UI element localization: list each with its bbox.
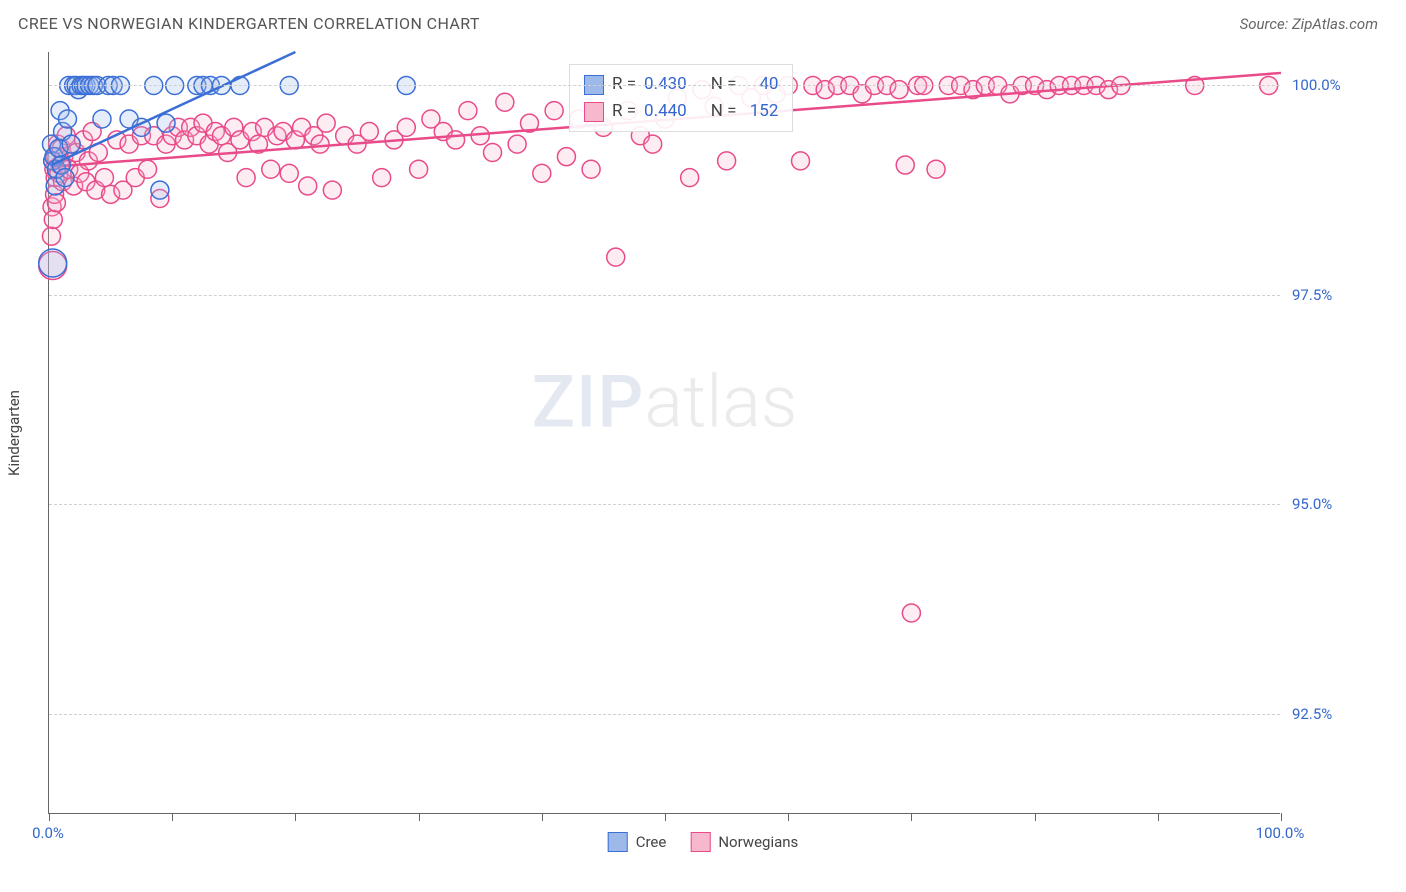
correlation-legend: R =0.430N =40R =0.440N =152 xyxy=(569,64,793,132)
scatter-point xyxy=(311,135,329,153)
x-tick-label: 100.0% xyxy=(1256,824,1305,842)
source-label: Source: ZipAtlas.com xyxy=(1240,15,1378,33)
legend-swatch xyxy=(584,102,604,122)
x-tick xyxy=(788,813,789,821)
legend-n-label: N = xyxy=(711,98,737,125)
scatter-point xyxy=(139,160,157,178)
scatter-point xyxy=(447,131,465,149)
legend-row: R = 0.440 N = 152 xyxy=(584,98,778,125)
x-tick xyxy=(49,813,50,821)
scatter-point xyxy=(262,160,280,178)
series-legend-item: Norwegians xyxy=(690,832,798,852)
scatter-point xyxy=(557,148,575,166)
x-tick xyxy=(1035,813,1036,821)
scatter-point xyxy=(317,114,335,132)
scatter-point xyxy=(323,181,341,199)
scatter-point xyxy=(151,181,169,199)
chart-area: Kindergarten ZIPatlas R =0.430N =40R =0.… xyxy=(48,52,1378,814)
scatter-point xyxy=(95,169,113,187)
scatter-point xyxy=(397,118,415,136)
scatter-point xyxy=(280,164,298,182)
scatter-point xyxy=(58,110,76,128)
scatter-point xyxy=(792,152,810,170)
scatter-point xyxy=(373,169,391,187)
scatter-point xyxy=(496,93,514,111)
scatter-point xyxy=(62,135,80,153)
scatter-point xyxy=(157,114,175,132)
legend-n-value: 152 xyxy=(744,98,778,125)
scatter-point xyxy=(360,123,378,141)
scatter-point xyxy=(237,169,255,187)
y-tick-label: 100.0% xyxy=(1292,76,1341,94)
series-legend-label: Norwegians xyxy=(718,833,798,851)
scatter-point xyxy=(93,110,111,128)
x-tick xyxy=(1158,813,1159,821)
scatter-point xyxy=(718,152,736,170)
scatter-point xyxy=(56,169,74,187)
scatter-point xyxy=(927,160,945,178)
scatter-point xyxy=(42,227,60,245)
x-tick xyxy=(665,813,666,821)
gridline-h xyxy=(49,504,1280,505)
y-tick-label: 97.5% xyxy=(1292,286,1332,304)
scatter-point xyxy=(533,164,551,182)
series-legend-label: Cree xyxy=(636,833,667,851)
scatter-point xyxy=(44,210,62,228)
y-tick-label: 95.0% xyxy=(1292,495,1332,513)
scatter-point xyxy=(47,194,65,212)
scatter-point xyxy=(410,160,428,178)
x-tick xyxy=(911,813,912,821)
scatter-svg xyxy=(49,52,1281,814)
chart-title: CREE VS NORWEGIAN KINDERGARTEN CORRELATI… xyxy=(18,14,480,33)
y-axis-label: Kindergarten xyxy=(5,390,23,476)
plot-region: ZIPatlas R =0.430N =40R =0.440N =152 xyxy=(48,52,1280,814)
chart-header: CREE VS NORWEGIAN KINDERGARTEN CORRELATI… xyxy=(0,0,1406,33)
series-legend: Cree Norwegians xyxy=(608,832,799,852)
x-tick xyxy=(1281,813,1282,821)
x-tick-label: 0.0% xyxy=(32,824,64,842)
scatter-point xyxy=(508,135,526,153)
scatter-point xyxy=(459,102,477,120)
scatter-point xyxy=(607,248,625,266)
legend-r-value: 0.440 xyxy=(644,98,687,125)
scatter-point xyxy=(484,143,502,161)
gridline-h xyxy=(49,295,1280,296)
scatter-point xyxy=(890,81,908,99)
gridline-h xyxy=(49,85,1280,86)
x-tick xyxy=(172,813,173,821)
x-tick xyxy=(542,813,543,821)
scatter-point xyxy=(902,604,920,622)
x-tick xyxy=(419,813,420,821)
series-legend-item: Cree xyxy=(608,832,667,852)
gridline-h xyxy=(49,714,1280,715)
scatter-point-large xyxy=(39,249,67,277)
scatter-point xyxy=(896,156,914,174)
scatter-point xyxy=(644,135,662,153)
legend-swatch xyxy=(690,832,710,852)
scatter-point xyxy=(681,169,699,187)
x-tick xyxy=(295,813,296,821)
legend-r-label: R = xyxy=(612,98,636,125)
scatter-point xyxy=(582,160,600,178)
scatter-point xyxy=(299,177,317,195)
scatter-point xyxy=(545,102,563,120)
legend-swatch xyxy=(608,832,628,852)
y-tick-label: 92.5% xyxy=(1292,705,1332,723)
